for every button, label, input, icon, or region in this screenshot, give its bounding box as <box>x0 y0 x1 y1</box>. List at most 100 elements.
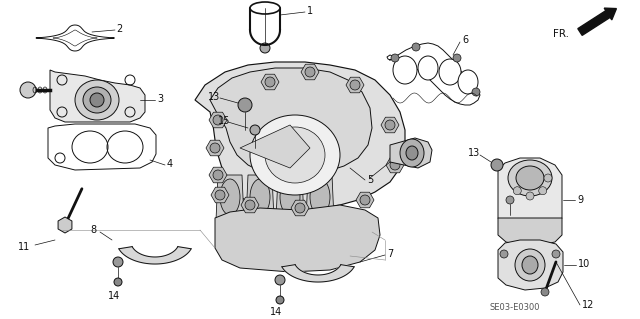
Text: 13: 13 <box>468 148 480 158</box>
Polygon shape <box>58 217 72 233</box>
Polygon shape <box>50 70 145 122</box>
Ellipse shape <box>115 279 121 285</box>
Ellipse shape <box>275 275 285 285</box>
Polygon shape <box>387 43 480 105</box>
Ellipse shape <box>453 54 461 62</box>
Ellipse shape <box>406 146 418 160</box>
Text: 9: 9 <box>577 195 583 205</box>
Text: 8: 8 <box>90 225 96 235</box>
Polygon shape <box>246 175 274 220</box>
Ellipse shape <box>391 54 399 62</box>
FancyArrow shape <box>578 8 616 35</box>
Ellipse shape <box>265 77 275 87</box>
Polygon shape <box>498 218 562 245</box>
Text: 7: 7 <box>387 249 393 259</box>
Ellipse shape <box>412 43 420 51</box>
Ellipse shape <box>515 249 545 281</box>
Ellipse shape <box>400 139 424 167</box>
Ellipse shape <box>213 170 223 180</box>
Polygon shape <box>209 167 227 183</box>
Ellipse shape <box>265 127 325 183</box>
Ellipse shape <box>439 59 461 85</box>
Ellipse shape <box>215 190 225 200</box>
Ellipse shape <box>62 222 68 228</box>
Text: 1: 1 <box>307 6 313 16</box>
Ellipse shape <box>393 56 417 84</box>
Ellipse shape <box>238 98 252 112</box>
Ellipse shape <box>350 80 360 90</box>
Text: 15: 15 <box>218 116 230 126</box>
Ellipse shape <box>213 115 223 125</box>
Text: 11: 11 <box>18 242 30 252</box>
Ellipse shape <box>220 179 240 215</box>
Ellipse shape <box>360 195 370 205</box>
Polygon shape <box>195 62 405 210</box>
Text: 10: 10 <box>578 259 590 269</box>
Ellipse shape <box>250 179 270 215</box>
Polygon shape <box>356 192 374 208</box>
Ellipse shape <box>250 125 260 135</box>
Ellipse shape <box>90 93 104 107</box>
Ellipse shape <box>250 115 340 195</box>
Ellipse shape <box>390 160 400 170</box>
Ellipse shape <box>506 196 514 204</box>
Ellipse shape <box>114 278 122 286</box>
Ellipse shape <box>310 179 330 215</box>
Ellipse shape <box>245 200 255 210</box>
Ellipse shape <box>458 70 478 94</box>
Text: 14: 14 <box>108 291 120 301</box>
Polygon shape <box>276 175 304 220</box>
Text: 3: 3 <box>157 94 163 104</box>
Polygon shape <box>216 175 244 220</box>
Polygon shape <box>206 140 224 156</box>
Ellipse shape <box>526 192 534 200</box>
Polygon shape <box>381 117 399 133</box>
Polygon shape <box>282 265 354 282</box>
Polygon shape <box>209 112 227 128</box>
Polygon shape <box>119 247 191 264</box>
Polygon shape <box>346 77 364 93</box>
Polygon shape <box>211 187 229 203</box>
Polygon shape <box>306 175 334 220</box>
Polygon shape <box>498 240 563 290</box>
Ellipse shape <box>20 82 36 98</box>
Ellipse shape <box>210 143 220 153</box>
Ellipse shape <box>260 43 270 53</box>
Text: 12: 12 <box>582 300 595 310</box>
Ellipse shape <box>508 160 552 196</box>
Polygon shape <box>498 158 562 235</box>
Ellipse shape <box>500 250 508 258</box>
Ellipse shape <box>516 166 544 190</box>
Ellipse shape <box>305 67 315 77</box>
Ellipse shape <box>276 296 284 304</box>
Ellipse shape <box>280 179 300 215</box>
Polygon shape <box>240 125 310 168</box>
Text: 13: 13 <box>208 92 220 102</box>
Polygon shape <box>390 138 432 168</box>
Polygon shape <box>48 124 156 170</box>
Ellipse shape <box>522 256 538 274</box>
Text: 6: 6 <box>462 35 468 45</box>
Ellipse shape <box>472 88 480 96</box>
Polygon shape <box>261 74 279 90</box>
Ellipse shape <box>250 2 280 14</box>
Ellipse shape <box>418 56 438 80</box>
Polygon shape <box>210 68 372 175</box>
Ellipse shape <box>552 250 560 258</box>
Ellipse shape <box>277 297 283 303</box>
Ellipse shape <box>513 187 521 195</box>
Ellipse shape <box>295 203 305 213</box>
Text: FR.: FR. <box>553 29 569 39</box>
Ellipse shape <box>544 174 552 182</box>
Polygon shape <box>386 157 404 173</box>
Polygon shape <box>301 64 319 80</box>
Ellipse shape <box>539 187 547 195</box>
Polygon shape <box>241 197 259 213</box>
Polygon shape <box>291 200 309 216</box>
Ellipse shape <box>385 120 395 130</box>
Ellipse shape <box>491 159 503 171</box>
Text: 14: 14 <box>270 307 282 317</box>
Text: 5: 5 <box>367 175 373 185</box>
Text: 2: 2 <box>116 24 122 34</box>
Ellipse shape <box>75 80 119 120</box>
